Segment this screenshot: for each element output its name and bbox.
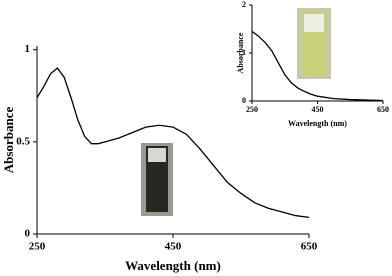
y-tick-label: 1 xyxy=(25,43,31,55)
x-tick-label: 250 xyxy=(246,105,258,114)
cuvette-main xyxy=(141,143,173,216)
x-tick-label: 450 xyxy=(312,105,324,114)
line xyxy=(36,67,310,219)
y-tick-label: 1 xyxy=(242,48,246,57)
cuvette-inset xyxy=(297,8,331,79)
y-axis-label: Absorbance xyxy=(236,32,245,73)
y-axis-label: Absorbance xyxy=(1,107,16,174)
x-axis-label: Wavelength (nm) xyxy=(125,258,221,273)
y-tick-label: 2 xyxy=(242,0,246,9)
x-tick-label: 650 xyxy=(301,240,318,252)
y-tick-label: 0.5 xyxy=(16,135,30,147)
x-tick-label: 450 xyxy=(165,240,182,252)
line xyxy=(251,30,384,102)
y-tick-label: 0 xyxy=(25,228,31,240)
x-tick-label: 250 xyxy=(29,240,46,252)
x-tick-label: 650 xyxy=(377,105,389,114)
x-axis-label: Wavelength (nm) xyxy=(288,119,347,128)
y-tick-label: 0 xyxy=(242,96,246,105)
